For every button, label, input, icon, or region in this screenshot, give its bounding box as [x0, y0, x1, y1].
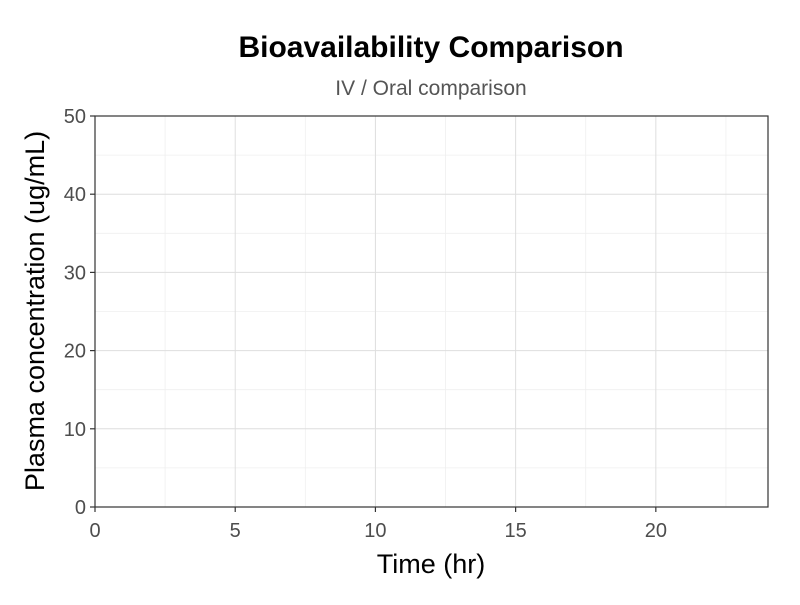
x-tick-label: 15 [505, 520, 527, 542]
y-tick-label: 50 [64, 106, 86, 128]
y-tick-label: 0 [75, 497, 86, 519]
y-axis-title: Plasma concentration (ug/mL) [20, 131, 50, 491]
x-tick-label: 0 [89, 520, 100, 542]
y-tick-label: 10 [64, 419, 86, 441]
y-axis: 0 10 20 30 40 50 [64, 106, 95, 519]
x-tick-label: 5 [230, 520, 241, 542]
chart-title: Bioavailability Comparison [238, 31, 623, 64]
plot-panel-border [94, 115, 769, 508]
x-axis: 0 5 10 15 20 [89, 507, 667, 542]
chart-subtitle: IV / Oral comparison [335, 77, 526, 100]
grid-lines [94, 115, 768, 508]
y-tick-label: 30 [64, 262, 86, 284]
x-tick-label: 20 [645, 520, 667, 542]
x-tick-label: 10 [364, 520, 386, 542]
x-axis-title: Time (hr) [377, 549, 486, 579]
y-tick-label: 40 [64, 184, 86, 206]
y-tick-label: 20 [64, 341, 86, 363]
